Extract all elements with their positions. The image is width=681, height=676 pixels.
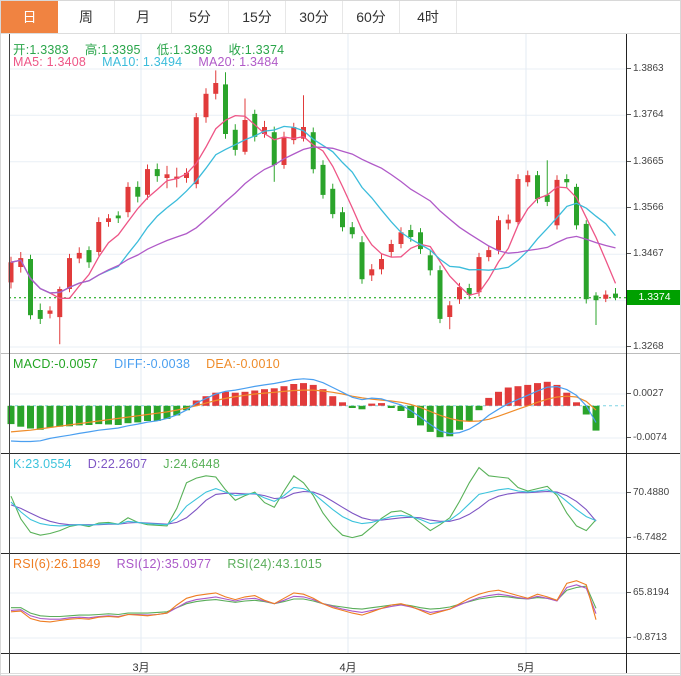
price-tick-label: 1.3665 <box>627 156 680 168</box>
panel-divider <box>1 553 680 554</box>
indicator-tick-label: -0.0074 <box>627 432 680 444</box>
kdj-header: K:23.0554 D:22.2607 J:24.6448 <box>13 457 236 471</box>
rsi-header: RSI(6):26.1849 RSI(12):35.0977 RSI(24):43.… <box>13 557 338 571</box>
indicator-tick-label: 65.8194 <box>627 587 680 599</box>
x-axis-label: 4月 <box>339 662 357 674</box>
panel-divider <box>1 673 680 674</box>
period-tab[interactable]: 4时 <box>400 1 457 33</box>
period-tab[interactable]: 15分 <box>229 1 286 33</box>
indicator-tick-label: -0.8713 <box>627 632 680 644</box>
price-tick-label: 1.3863 <box>627 63 680 75</box>
macd-value: MACD:-0.0057 <box>13 357 99 371</box>
x-axis-label: 3月 <box>132 662 150 674</box>
indicator-tick-label: 70.4880 <box>627 487 680 499</box>
macd-canvas[interactable] <box>1 353 681 453</box>
panel-divider <box>1 453 680 454</box>
x-axis-label: 5月 <box>517 662 535 674</box>
period-tabbar: 日周月 5分 15分 30分 60分 4时 <box>1 1 680 34</box>
low-value: 低:1.3369 <box>156 43 213 57</box>
panel-divider <box>1 653 680 654</box>
indicator-tick-label: 0.0027 <box>627 388 680 400</box>
ma10-value: MA10: 1.3494 <box>102 55 183 69</box>
period-tab[interactable]: 日 <box>1 1 58 33</box>
ma-header: MA5: 1.3408 MA10: 1.3494 MA20: 1.3484 <box>13 55 295 69</box>
period-tab[interactable]: 5分 <box>172 1 229 33</box>
last-price-badge: 1.3374 <box>627 290 680 305</box>
rsi12-value: RSI(12):35.0977 <box>116 557 212 571</box>
indicator-tick-label: -6.7482 <box>627 532 680 544</box>
dea-value: DEA:-0.0010 <box>206 357 280 371</box>
kdj-canvas[interactable] <box>1 453 681 553</box>
open-value: 开:1.3383 <box>13 43 69 57</box>
period-tab[interactable]: 月 <box>115 1 172 33</box>
j-value: J:24.6448 <box>163 457 220 471</box>
macd-header: MACD:-0.0057 DIFF:-0.0038 DEA:-0.0010 <box>13 357 296 371</box>
close-value: 收:1.3374 <box>228 43 285 57</box>
high-value: 高:1.3395 <box>84 43 141 57</box>
period-tab[interactable]: 周 <box>58 1 115 33</box>
period-tab[interactable]: 30分 <box>286 1 343 33</box>
main-chart-canvas[interactable] <box>1 34 681 353</box>
rsi24-value: RSI(24):43.1015 <box>227 557 323 571</box>
price-tick-label: 1.3467 <box>627 248 680 260</box>
ma5-value: MA5: 1.3408 <box>13 55 87 69</box>
price-tick-label: 1.3764 <box>627 109 680 121</box>
price-tick-label: 1.3566 <box>627 202 680 214</box>
rsi-canvas[interactable] <box>1 553 681 653</box>
price-tick-label: 1.3268 <box>627 341 680 353</box>
period-tab[interactable]: 60分 <box>343 1 400 33</box>
d-value: D:22.2607 <box>87 457 148 471</box>
panel-divider <box>1 353 680 354</box>
price-axis-line <box>626 34 627 673</box>
ma20-value: MA20: 1.3484 <box>198 55 279 69</box>
diff-value: DIFF:-0.0038 <box>114 357 191 371</box>
rsi6-value: RSI(6):26.1849 <box>13 557 101 571</box>
plot-left-border <box>9 34 10 673</box>
k-value: K:23.0554 <box>13 457 72 471</box>
ohlc-header: 开:1.3383 高:1.3395 低:1.3369 收:1.3374 <box>13 39 300 58</box>
